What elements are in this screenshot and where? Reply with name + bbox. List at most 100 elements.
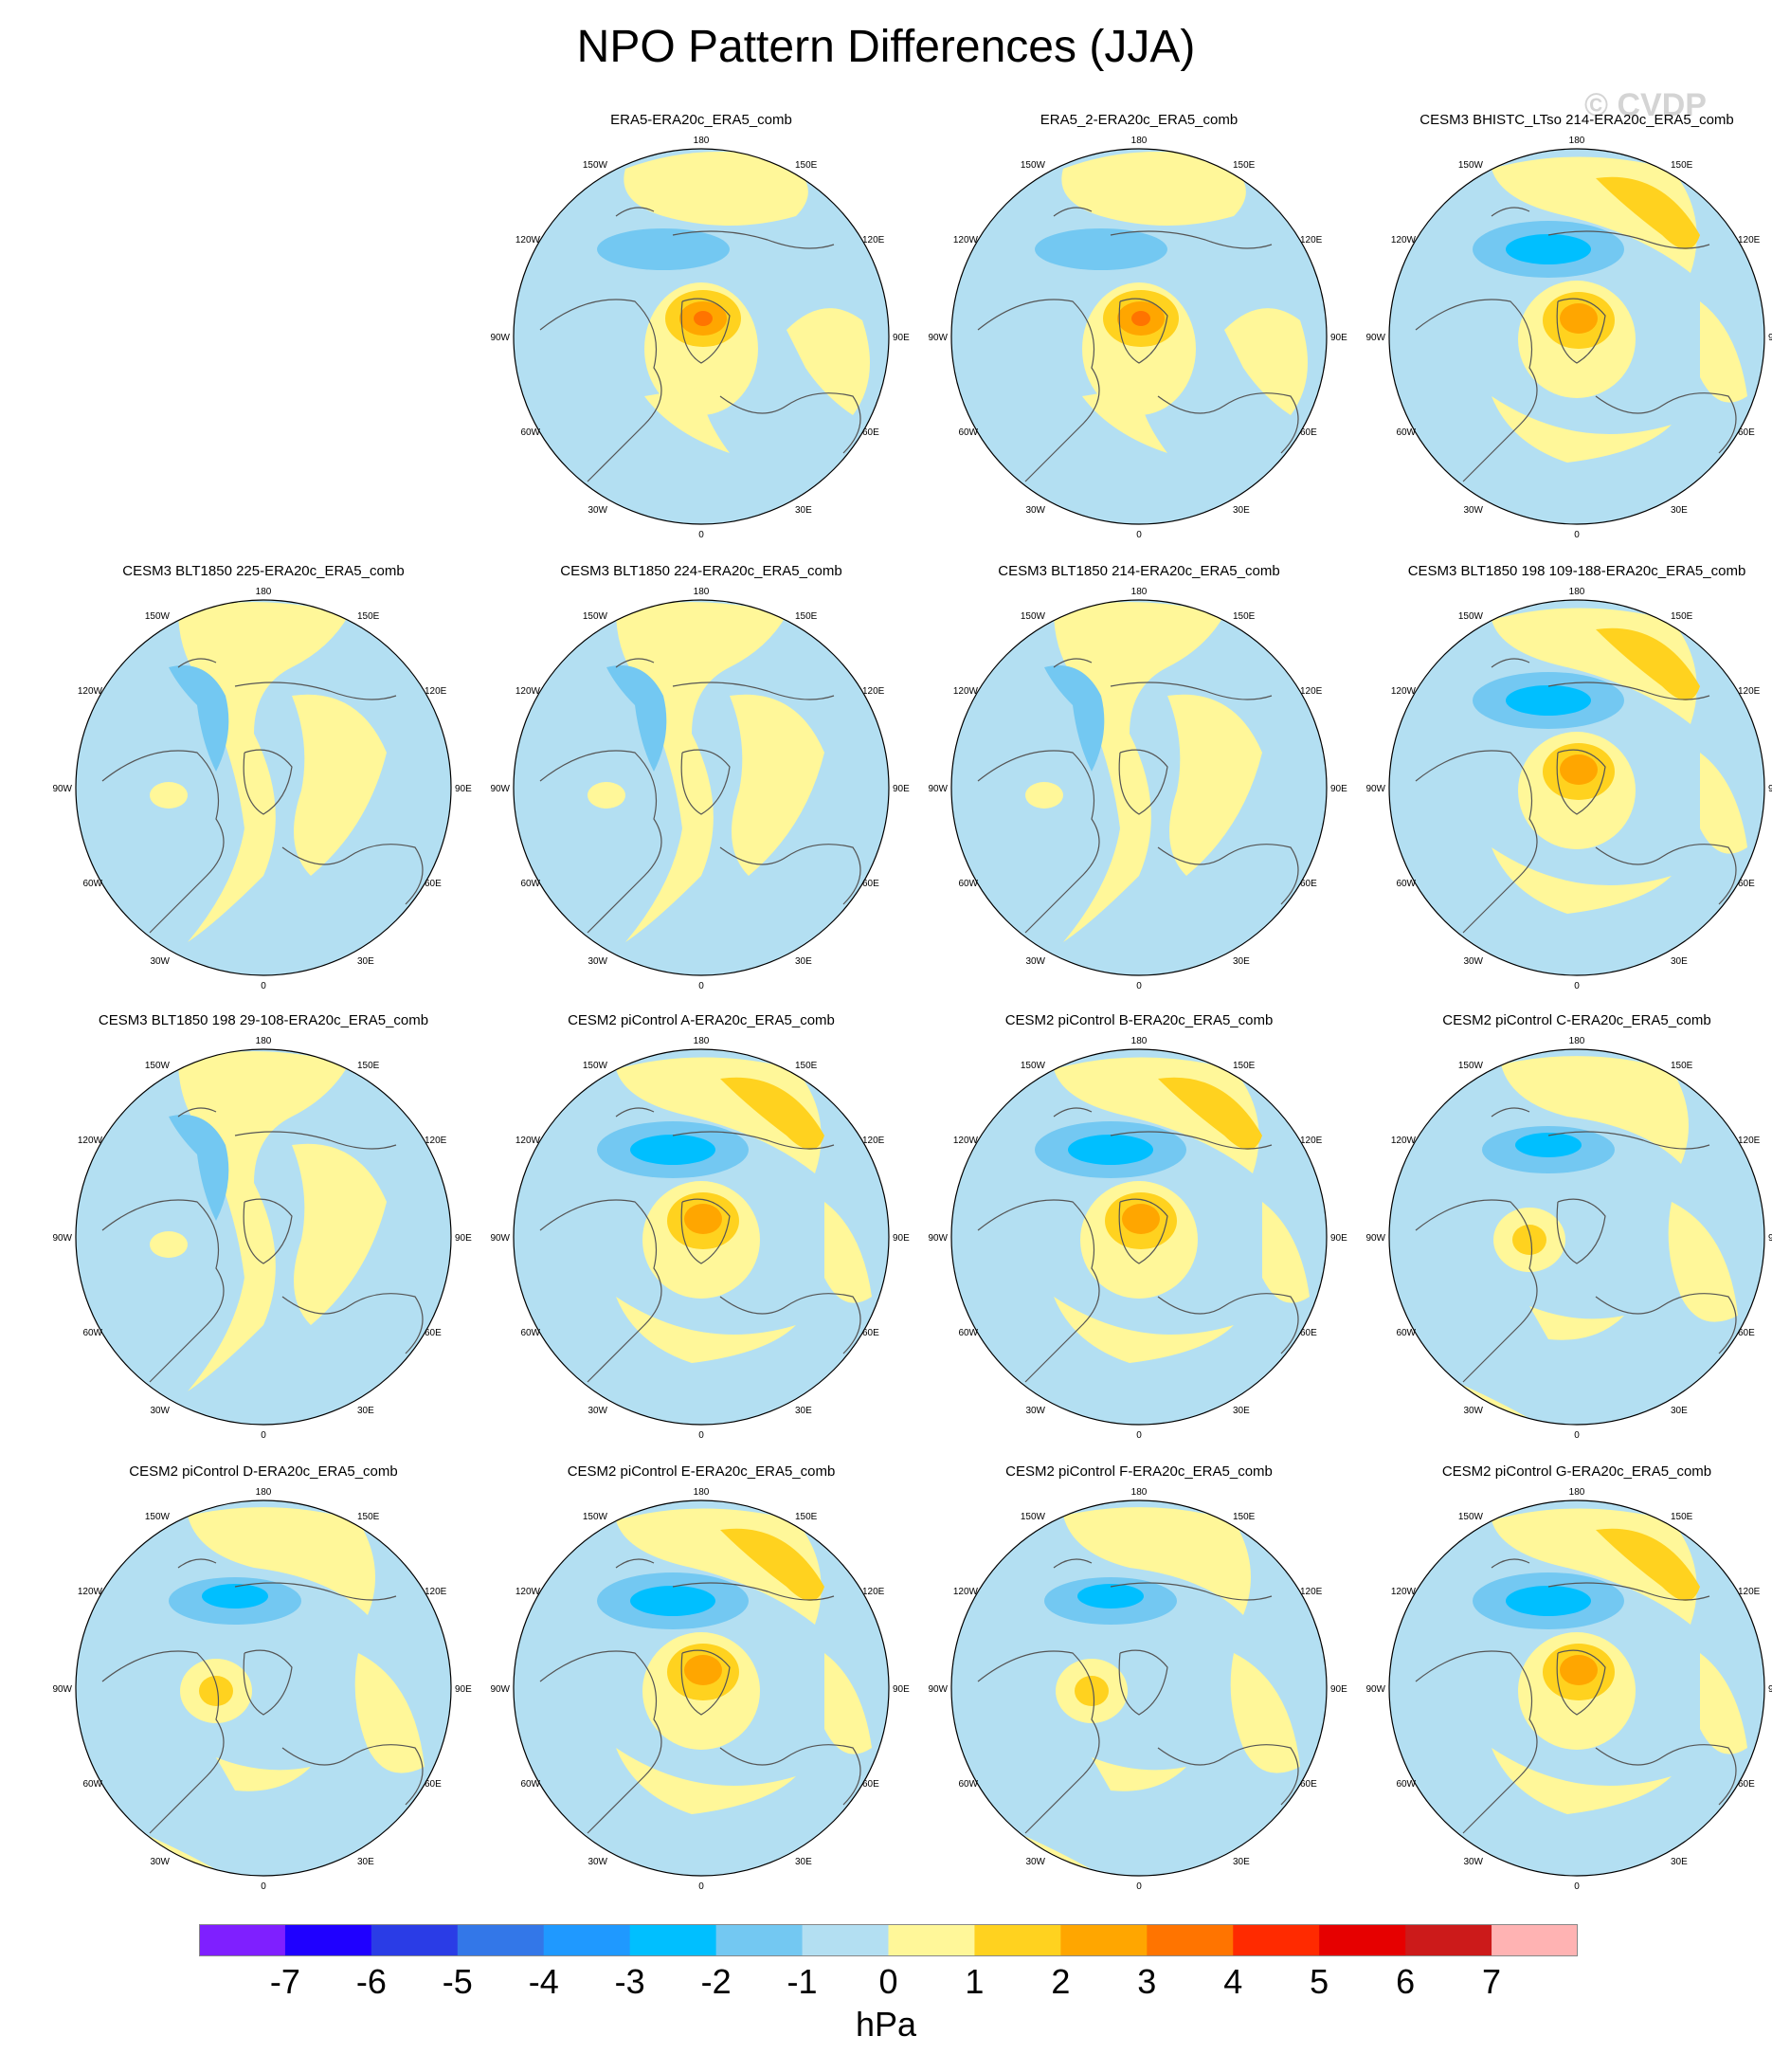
longitude-label: 90W: [490, 784, 510, 794]
longitude-label: 30W: [1463, 1406, 1483, 1416]
colorbar-tick-label: -7: [269, 1962, 300, 2001]
longitude-label: 180: [256, 1487, 272, 1498]
longitude-label: 90E: [893, 1684, 910, 1695]
longitude-label: 0: [1574, 1430, 1580, 1441]
longitude-label: 120E: [1738, 1587, 1761, 1597]
longitude-label: 150W: [1021, 1061, 1046, 1071]
longitude-label: 60W: [1396, 879, 1416, 889]
map-border: [1388, 148, 1765, 525]
colorbar-tick-label: -3: [614, 1962, 645, 2001]
longitude-label: 60E: [1300, 1328, 1317, 1338]
longitude-label: 60E: [862, 879, 879, 889]
anomaly-contour: [1596, 627, 1700, 700]
anomaly-contour: [730, 694, 824, 876]
longitude-label: 30W: [588, 1857, 607, 1867]
coastline: [680, 1649, 731, 1716]
longitude-label: 60W: [82, 1779, 102, 1790]
longitude-label: 30W: [150, 1406, 170, 1416]
coastline: [243, 749, 293, 815]
coastline: [719, 1744, 861, 1806]
longitude-label: 60E: [1300, 1779, 1317, 1790]
longitude-label: 150W: [1458, 160, 1484, 171]
longitude-label: 120W: [953, 686, 979, 697]
longitude-label: 150E: [357, 1512, 380, 1522]
anomaly-contour: [150, 1231, 188, 1258]
longitude-label: 30W: [1025, 505, 1045, 516]
anomaly-contour: [1025, 782, 1063, 809]
anomaly-contour: [1230, 1653, 1300, 1773]
coastline: [539, 750, 662, 934]
map-panel: CESM2 piControl G-ERA20c_ERA5_comb 180 0 90…: [1359, 1463, 1772, 1899]
polar-map: 180 0 90W 90E 150W 120W 150E 120E 60W 30W 60E 30E: [928, 136, 1347, 540]
map-border: [75, 1499, 452, 1877]
coastline: [1110, 682, 1273, 700]
longitude-label: 150E: [357, 611, 380, 622]
anomaly-contour: [150, 782, 188, 809]
panel-title: CESM2 piControl G-ERA20c_ERA5_comb: [1441, 1463, 1712, 1480]
coastline: [539, 1199, 662, 1383]
coastline: [243, 1649, 293, 1716]
anomaly-contour: [169, 1115, 229, 1221]
coastline: [1157, 1744, 1299, 1806]
coastline: [1547, 682, 1710, 700]
colorbar-tick-label: -1: [787, 1962, 818, 2001]
anomaly-contour: [824, 1202, 872, 1303]
longitude-label: 150E: [357, 1061, 380, 1071]
anomaly-contour: [1224, 308, 1308, 415]
longitude-label: 90W: [490, 333, 510, 343]
panel-title: CESM3 BLT1850 198 29-108-ERA20c_ERA5_com…: [98, 1012, 429, 1028]
longitude-label: 30E: [795, 505, 812, 516]
coastline: [177, 1107, 217, 1118]
longitude-label: 90E: [1330, 784, 1347, 794]
longitude-label: 120W: [515, 1587, 541, 1597]
panel-title: CESM3 BLT1850 198 109-188-ERA20c_ERA5_co…: [1407, 563, 1746, 579]
anomaly-contour: [616, 1748, 796, 1814]
coastline: [977, 750, 1100, 934]
anomaly-contour: [1068, 1135, 1153, 1165]
anomaly-contour: [624, 152, 808, 226]
longitude-label: 120W: [1391, 1136, 1417, 1146]
coastline: [1491, 207, 1530, 217]
panel-title: CESM3 BHISTC_LTso 214-ERA20c_ERA5_comb: [1419, 112, 1734, 128]
anomaly-contour: [1515, 1133, 1582, 1157]
anomaly-contour: [1700, 753, 1747, 854]
longitude-label: 0: [1574, 1881, 1580, 1892]
anomaly-contour: [354, 1653, 425, 1773]
colorbar-tick-label: 7: [1482, 1962, 1502, 2001]
anomaly-contour: [1512, 1225, 1546, 1255]
colorbar-swatch: [974, 1924, 1061, 1956]
anomaly-contour: [1054, 602, 1224, 942]
anomaly-contour: [684, 1655, 722, 1685]
longitude-label: 120E: [425, 686, 447, 697]
coastline: [1110, 1131, 1273, 1150]
longitude-label: 60W: [520, 1779, 540, 1790]
map-border: [75, 1048, 452, 1426]
longitude-label: 150E: [1671, 611, 1693, 622]
longitude-label: 150E: [1233, 1061, 1256, 1071]
coastline: [1118, 298, 1168, 364]
colorbar-swatch: [1060, 1924, 1148, 1956]
panel-title: ERA5-ERA20c_ERA5_comb: [610, 112, 792, 128]
longitude-label: 150E: [795, 1512, 818, 1522]
colorbar-tick-label: 1: [965, 1962, 985, 2001]
anomaly-contour: [1131, 311, 1150, 326]
coastline: [1110, 230, 1273, 249]
polar-map: 180 0 90W 90E 150W 120W 150E 120E 60W 30W 60E 30E: [1365, 1487, 1772, 1892]
anomaly-contour: [202, 1584, 268, 1609]
longitude-label: 120E: [1738, 686, 1761, 697]
longitude-label: 150W: [145, 611, 171, 622]
longitude-label: 180: [256, 587, 272, 597]
colorbar-swatch: [1492, 1924, 1578, 1956]
longitude-label: 90W: [1365, 333, 1385, 343]
longitude-label: 120W: [953, 1587, 979, 1597]
longitude-label: 30W: [150, 956, 170, 967]
coastline: [977, 1199, 1100, 1383]
panel-title: CESM3 BLT1850 225-ERA20c_ERA5_comb: [122, 563, 405, 579]
panel-title: CESM2 piControl D-ERA20c_ERA5_comb: [129, 1463, 398, 1480]
anomaly-contour: [1506, 685, 1591, 716]
anomaly-contour: [588, 782, 625, 809]
coastline: [615, 207, 655, 217]
colorbar-tick-label: -5: [442, 1962, 473, 2001]
map-panel: CESM2 piControl A-ERA20c_ERA5_comb 180 0 90…: [483, 1012, 919, 1448]
longitude-label: 90E: [1330, 333, 1347, 343]
